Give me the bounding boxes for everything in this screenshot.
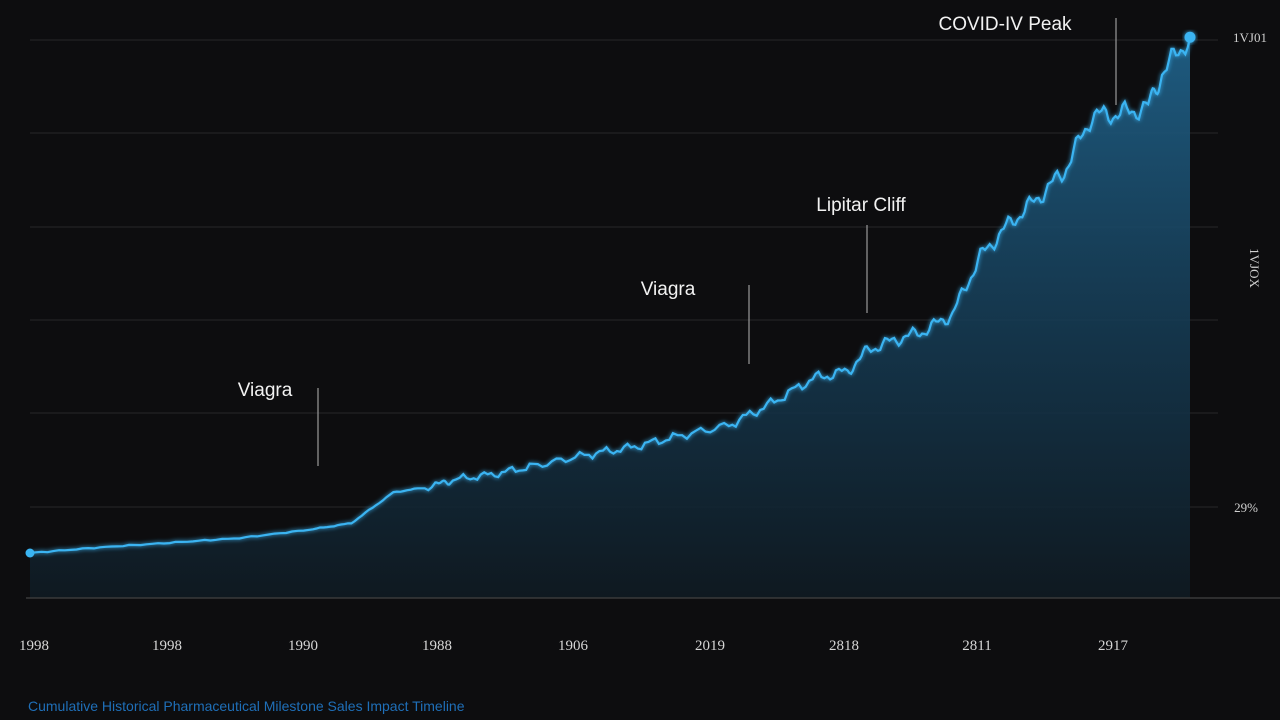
annotation-label: Viagra [641,279,696,300]
x-tick-label: 2019 [695,638,725,654]
series-line [29,36,1192,555]
x-tick-label: 1990 [288,638,318,654]
x-tick-label: 2811 [962,638,991,654]
x-tick-label: 1998 [19,638,49,654]
y-tick-label: 1VJOX [1247,248,1262,288]
chart-caption: Cumulative Historical Pharmaceutical Mil… [28,698,465,714]
y-tick-labels: 29% 1VJOX 1VJ01 [1233,30,1267,515]
annotation-label: Lipitar Cliff [816,195,906,216]
x-tick-label: 2917 [1098,638,1129,654]
x-tick-label: 2818 [829,638,859,654]
x-tick-labels: 1998 1998 1990 1988 1906 2019 2818 2811 2917 [19,638,1129,654]
x-tick-label: 1998 [152,638,182,654]
annotations: Viagra Viagra Lipitar Cliff COVID-IV Peak [238,14,1117,466]
y-tick-label: 1VJ01 [1233,30,1267,45]
annotation-label: Viagra [238,380,293,401]
start-point-marker [25,548,35,558]
x-tick-label: 1988 [422,638,452,654]
y-tick-label: 29% [1234,500,1258,515]
endpoint-markers [25,31,1196,558]
end-point-marker [1184,31,1196,43]
annotation-label: COVID-IV Peak [938,14,1072,35]
x-tick-label: 1906 [558,638,589,654]
area-fill [30,37,1190,598]
